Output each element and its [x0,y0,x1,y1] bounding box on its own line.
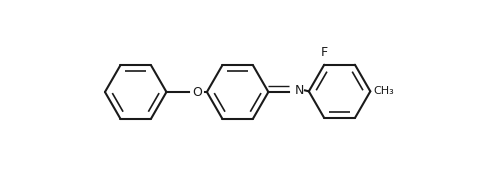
Text: N: N [294,84,303,97]
Text: CH₃: CH₃ [373,86,393,96]
Text: O: O [192,86,202,98]
Text: F: F [320,46,327,59]
